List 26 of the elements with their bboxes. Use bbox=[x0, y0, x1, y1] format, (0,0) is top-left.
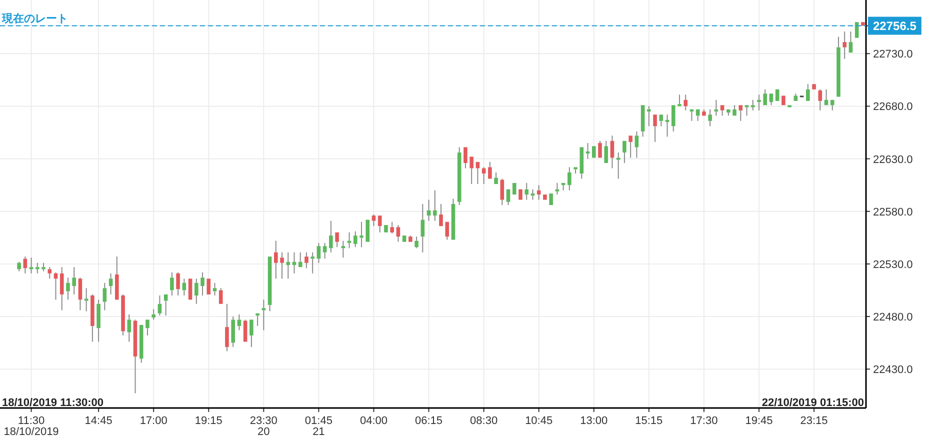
x-tick-label: 04:00 bbox=[360, 415, 388, 427]
ref-line-label: 現在のレート bbox=[1, 12, 68, 25]
x-tick-label: 23:15 bbox=[800, 415, 828, 427]
x-tick-label: 01:45 21 bbox=[304, 415, 332, 438]
x-tick-label: 14:45 bbox=[84, 415, 112, 427]
x-tick-label: 11:30 18/10/2019 bbox=[4, 415, 59, 438]
y-tick-label: 22730.0 bbox=[873, 48, 913, 61]
y-tick-label: 22680.0 bbox=[873, 101, 913, 114]
x-tick-label: 10:45 bbox=[525, 415, 553, 427]
y-tick-label: 22530.0 bbox=[873, 258, 913, 271]
annotation: 18/10/2019 11:30:00 bbox=[2, 397, 104, 409]
y-tick-label: 22630.0 bbox=[873, 154, 913, 166]
x-tick-label: 13:00 bbox=[580, 415, 608, 427]
x-tick-label: 08:30 bbox=[470, 415, 498, 427]
annotation: 22/10/2019 01:15:00 bbox=[762, 397, 864, 409]
x-tick-label: 19:45 bbox=[745, 415, 773, 427]
x-tick-label: 06:15 bbox=[415, 415, 443, 427]
y-tick-label: 22480.0 bbox=[873, 312, 913, 324]
x-tick-label: 23:30 20 bbox=[250, 415, 278, 438]
x-tick-label: 15:15 bbox=[635, 415, 663, 427]
y-tick-label: 22580.0 bbox=[873, 206, 913, 218]
x-tick-label: 17:30 bbox=[690, 415, 718, 427]
y-tick-label: 22430.0 bbox=[873, 364, 913, 376]
x-tick-label: 19:15 bbox=[194, 415, 222, 427]
y-tick-label: 22756.5 bbox=[873, 18, 917, 33]
x-tick-label: 17:00 bbox=[140, 415, 168, 427]
